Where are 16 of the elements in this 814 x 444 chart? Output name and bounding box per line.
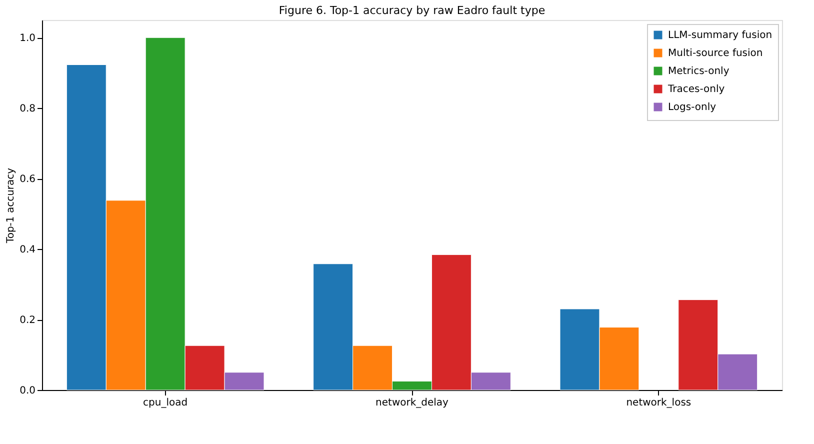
y-tick-label: 0.0: [20, 386, 36, 396]
x-tick-label: network_loss: [626, 398, 692, 408]
legend-label: Traces-only: [667, 84, 725, 95]
y-axis-title: Top-1 accuracy: [6, 168, 17, 244]
legend-label: Metrics-only: [668, 66, 730, 77]
legend-label: Multi-source fusion: [668, 48, 763, 59]
y-tick-label: 0.8: [20, 104, 36, 115]
legend-label: LLM-summary fusion: [668, 30, 772, 41]
legend-label: Logs-only: [668, 102, 716, 113]
y-tick-label: 0.2: [20, 315, 36, 326]
x-tick-label: network_delay: [376, 398, 449, 408]
x-tick-label: cpu_load: [143, 398, 188, 408]
chart-title: Figure 6. Top-1 accuracy by raw Eadro fault type: [278, 4, 546, 17]
y-tick-label: 1.0: [20, 33, 36, 44]
y-tick-label: 0.6: [20, 174, 36, 186]
y-tick-label: 0.4: [20, 244, 36, 256]
